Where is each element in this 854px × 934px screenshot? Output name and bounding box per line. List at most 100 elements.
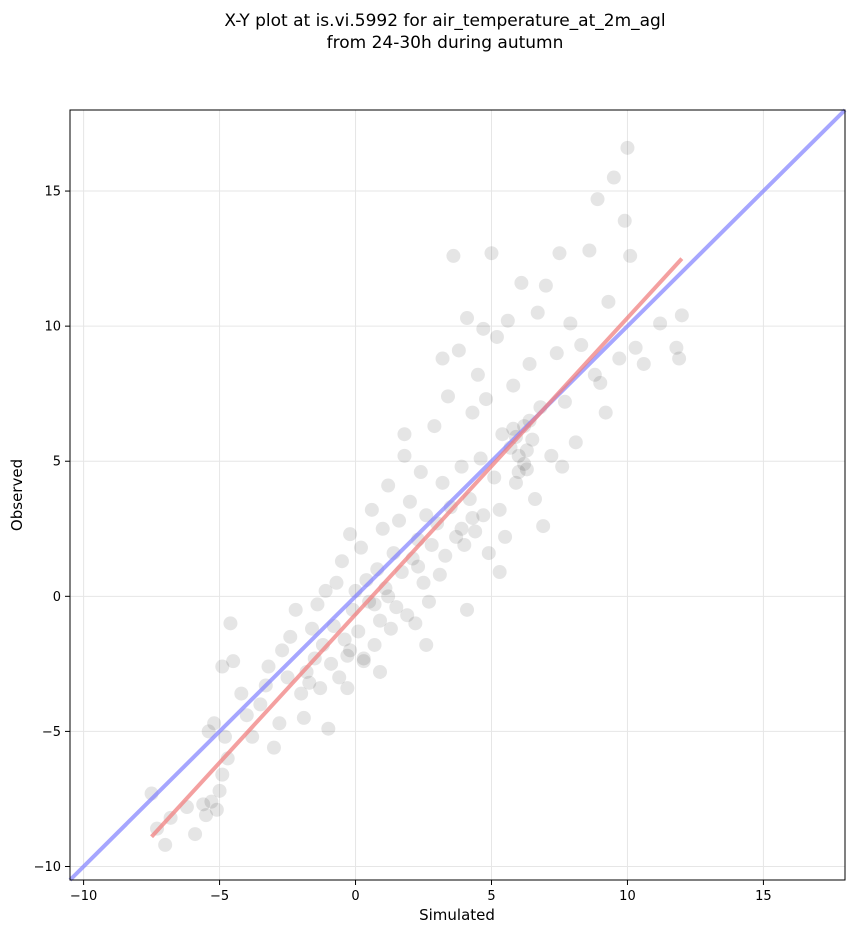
data-point-153 [476,321,491,336]
data-point-65 [389,600,404,615]
data-point-111 [514,275,529,290]
y-axis-ticks: −10 −5 0 5 10 15 [34,185,70,875]
x-tick-label-5: 15 [755,889,772,904]
data-point-95 [470,367,485,382]
data-point-131 [601,294,616,309]
data-point-108 [506,378,521,393]
data-point-17 [215,659,230,674]
data-point-14 [207,716,222,731]
data-point-15 [201,724,216,739]
chart-title-line-2: from 24-30h during autumn [327,33,564,53]
data-point-37 [313,681,328,696]
data-point-117 [530,305,545,320]
data-point-87 [449,529,464,544]
data-point-126 [574,338,589,353]
data-point-31 [294,686,309,701]
data-point-33 [299,664,314,679]
x-tick-label-3: 5 [487,889,495,904]
data-point-62 [381,478,396,493]
data-point-81 [432,567,447,582]
data-point-24 [261,659,276,674]
data-point-41 [324,656,339,671]
data-point-166 [356,651,371,666]
data-point-40 [321,721,336,736]
data-point-22 [253,697,268,712]
data-point-78 [424,537,439,552]
data-point-163 [381,589,396,604]
data-point-121 [549,346,564,361]
data-point-56 [364,502,379,517]
data-point-16 [223,616,238,631]
x-tick-label-4: 10 [619,889,636,904]
plot-frame [69,109,846,881]
data-point-84 [440,389,455,404]
data-point-72 [408,616,423,631]
data-point-63 [383,621,398,636]
y-tick-label-5: 15 [44,185,61,200]
data-point-105 [498,529,513,544]
data-point-149 [373,664,387,679]
data-point-123 [557,394,572,409]
data-point-83 [438,548,453,563]
data-point-127 [582,243,597,258]
data-point-77 [421,594,436,609]
data-point-120 [544,448,559,463]
data-point-93 [465,405,480,420]
data-point-147 [460,602,475,617]
data-point-26 [272,716,287,731]
data-point-113 [519,462,534,477]
data-point-146 [492,565,507,579]
data-point-101 [487,470,502,485]
data-point-57 [367,637,382,652]
data-point-82 [435,475,450,490]
data-point-160 [454,521,469,536]
data-point-2 [158,837,173,852]
fit-line [150,257,684,839]
data-point-96 [473,451,488,466]
data-point-158 [506,421,521,436]
data-point-104 [495,427,510,442]
y-tick-label-2: 0 [53,590,61,605]
data-point-159 [519,443,534,458]
data-point-136 [623,248,638,263]
data-point-48 [343,527,358,542]
y-tick-label-1: −5 [42,725,61,740]
data-point-99 [481,546,496,561]
y-axis-label: Observed [8,459,26,531]
grid-lines [70,110,845,880]
data-point-79 [427,419,442,434]
data-point-13 [218,729,232,744]
data-point-167 [302,675,317,690]
data-point-27 [275,643,290,658]
x-tick-label-0: −10 [70,889,97,904]
data-point-165 [343,643,358,658]
y-tick-label-0: −10 [34,860,61,875]
data-point-68 [397,448,412,463]
data-point-139 [653,316,668,331]
data-point-115 [525,432,540,447]
data-point-132 [606,170,621,185]
data-point-162 [411,559,426,574]
data-point-150 [340,681,355,696]
data-point-97 [476,508,491,523]
data-point-114 [522,356,537,371]
data-point-106 [500,313,515,328]
data-point-86 [446,248,461,263]
data-point-143 [593,375,608,390]
x-tick-label-2: 0 [351,889,359,904]
data-point-29 [283,629,298,644]
data-point-20 [239,708,254,723]
data-point-145 [536,519,551,534]
data-point-134 [617,213,632,228]
y-tick-label-3: 5 [53,455,61,470]
data-point-76 [419,508,434,523]
data-point-7 [198,808,213,823]
data-point-122 [552,246,567,261]
data-point-60 [375,521,390,536]
data-point-94 [468,524,483,539]
data-point-98 [479,392,494,407]
data-point-89 [454,459,469,474]
data-point-125 [568,435,583,450]
data-point-19 [234,686,249,701]
